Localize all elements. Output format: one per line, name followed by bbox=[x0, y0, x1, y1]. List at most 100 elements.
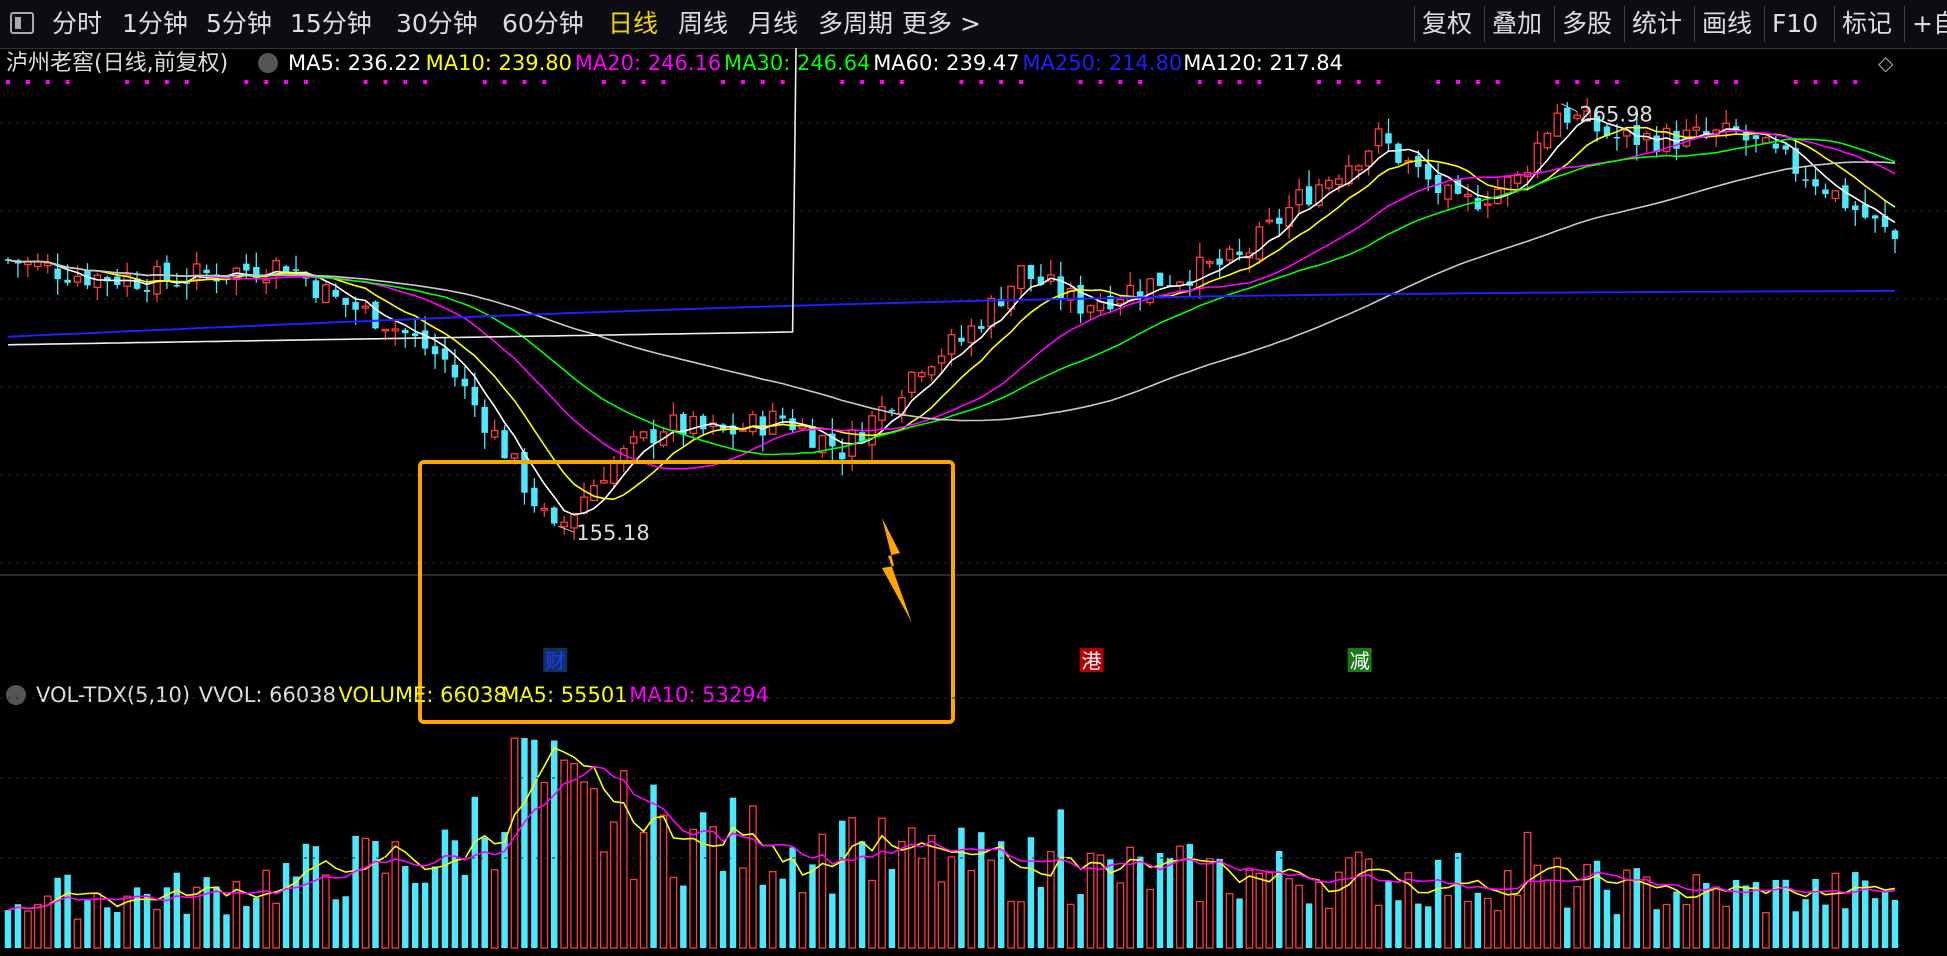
candle-down bbox=[1236, 251, 1243, 255]
candle-up bbox=[1573, 114, 1582, 119]
candle-down bbox=[332, 289, 339, 297]
volume-bar-down bbox=[1236, 898, 1243, 948]
candle-up bbox=[937, 355, 946, 364]
volume-bar-up bbox=[1444, 894, 1452, 949]
volume-bar-down bbox=[1424, 906, 1432, 948]
tab-1[interactable]: 1分钟 bbox=[122, 9, 188, 38]
volume-bar-up bbox=[232, 881, 241, 949]
tab-6[interactable]: 日线 bbox=[608, 9, 659, 38]
tool-4[interactable]: 画线 bbox=[1702, 9, 1753, 38]
signal-dot bbox=[383, 80, 388, 84]
candle-down bbox=[1852, 205, 1859, 211]
volume-bar-down bbox=[451, 840, 459, 948]
tool-1[interactable]: 叠加 bbox=[1492, 9, 1543, 38]
volume-bar-up bbox=[1682, 903, 1691, 949]
volume-bar-down bbox=[342, 896, 349, 948]
tab-7[interactable]: 周线 bbox=[678, 9, 729, 38]
volume-bar-up bbox=[947, 856, 956, 949]
tab-2[interactable]: 5分钟 bbox=[206, 9, 272, 38]
signal-dot bbox=[661, 80, 666, 84]
ma30-line bbox=[7, 138, 1896, 456]
tab-5[interactable]: 60分钟 bbox=[502, 9, 584, 38]
candle-up bbox=[1543, 132, 1552, 149]
signal-dot bbox=[1376, 80, 1381, 84]
tab-8[interactable]: 月线 bbox=[748, 9, 799, 38]
tab-0[interactable]: 分时 bbox=[52, 9, 103, 38]
candle-down bbox=[1216, 258, 1223, 265]
tab-10[interactable]: 更多 > bbox=[902, 9, 981, 38]
tab-9[interactable]: 多周期 bbox=[818, 9, 894, 38]
tab-3[interactable]: 15分钟 bbox=[290, 9, 372, 38]
volume-bar-up bbox=[1712, 886, 1721, 949]
tool-0[interactable]: 复权 bbox=[1422, 9, 1473, 38]
volume-bar-up bbox=[33, 904, 42, 949]
candle-down bbox=[282, 266, 290, 274]
volume-bar-down bbox=[1216, 858, 1223, 948]
candle-down bbox=[1474, 198, 1482, 210]
volume-bar-down bbox=[759, 884, 767, 948]
candle-up bbox=[669, 414, 678, 432]
candle-down bbox=[1593, 115, 1601, 132]
candle-down bbox=[650, 429, 657, 444]
chart-area[interactable]: 泸州老窖(日线,前复权) MA5: 236.22 MA10: 239.80 MA20:… bbox=[0, 48, 1947, 956]
volume-bar-up bbox=[560, 759, 569, 949]
candle-up bbox=[43, 262, 52, 267]
tool-5[interactable]: F10 bbox=[1772, 9, 1819, 38]
signal-dot bbox=[1475, 80, 1480, 84]
candle-down bbox=[1454, 179, 1462, 194]
volume-bar-down bbox=[243, 905, 250, 948]
candle-up bbox=[1553, 112, 1562, 137]
volume-bar-up bbox=[609, 821, 618, 949]
candle-up bbox=[1583, 110, 1591, 122]
volume-bar-down bbox=[1166, 857, 1174, 948]
volume-bar-down bbox=[471, 796, 479, 948]
candle-down bbox=[1842, 185, 1849, 209]
volume-bar-down bbox=[997, 841, 1005, 948]
signal-dot bbox=[1336, 80, 1341, 84]
candle-down bbox=[779, 415, 786, 419]
volume-bar-down bbox=[54, 877, 61, 948]
volume-bar-down bbox=[461, 874, 469, 948]
signal-dot bbox=[740, 80, 745, 84]
volume-bar-up bbox=[669, 876, 678, 949]
event-badge-label-2: 减 bbox=[1350, 649, 1370, 673]
signal-dot bbox=[1098, 80, 1103, 84]
candle-up bbox=[262, 279, 271, 284]
candle-down bbox=[1037, 276, 1045, 285]
volume-bar-up bbox=[1195, 900, 1204, 949]
volume-bar-up bbox=[570, 763, 578, 949]
candle-up bbox=[1265, 219, 1274, 223]
candle-up bbox=[1325, 179, 1333, 189]
candle-up bbox=[560, 521, 569, 528]
volume-bar-up bbox=[540, 781, 549, 949]
volume-bar-up bbox=[1404, 872, 1413, 949]
volume-bar-down bbox=[829, 893, 836, 948]
volume-bar-up bbox=[1533, 864, 1542, 949]
tab-4[interactable]: 30分钟 bbox=[396, 9, 478, 38]
signal-dot bbox=[542, 80, 547, 84]
candle-down bbox=[451, 364, 459, 378]
volume-bar-down bbox=[809, 864, 816, 948]
volume-bar-down bbox=[441, 829, 449, 948]
candle-down bbox=[997, 298, 1005, 307]
tool-3[interactable]: 统计 bbox=[1632, 9, 1683, 38]
candle-up bbox=[1255, 226, 1264, 260]
candle-up bbox=[93, 274, 102, 289]
volume-bar-down bbox=[1772, 879, 1780, 948]
volume-bar-up bbox=[868, 879, 876, 949]
toolbar-divider bbox=[1484, 6, 1485, 42]
tool-6[interactable]: 标记 bbox=[1842, 9, 1893, 38]
sidebar-toggle-icon[interactable] bbox=[10, 12, 34, 34]
tool-7[interactable]: +自选 bbox=[1912, 9, 1947, 38]
candle-down bbox=[1861, 204, 1869, 218]
volume-bar-up bbox=[1543, 879, 1552, 949]
signal-dot bbox=[1694, 80, 1699, 84]
volume-bar-up bbox=[590, 787, 598, 949]
volume-bar-up bbox=[1176, 845, 1184, 949]
candle-up bbox=[1364, 150, 1373, 167]
candle-up bbox=[192, 263, 201, 281]
volume-bar-up bbox=[848, 817, 857, 949]
tool-2[interactable]: 多股 bbox=[1562, 9, 1613, 38]
volume-bar-up bbox=[897, 840, 906, 949]
candle-down bbox=[958, 337, 965, 342]
